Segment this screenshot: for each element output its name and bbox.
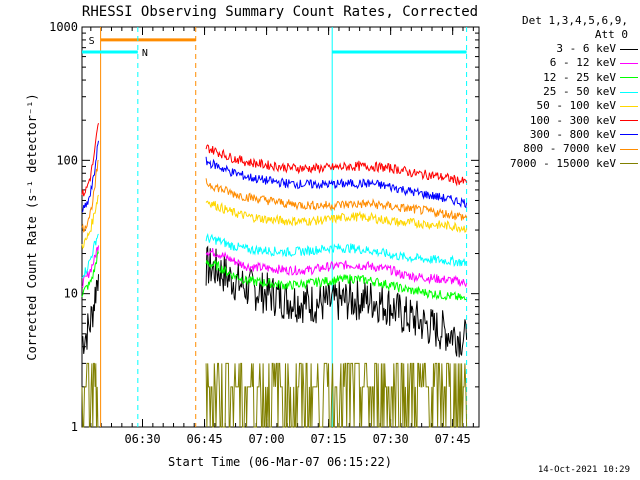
series-line-0-post [205, 245, 468, 358]
series-line-7-pre [81, 159, 99, 233]
series-line-7-post [205, 178, 468, 221]
legend-swatch [620, 148, 638, 150]
legend-swatch [620, 163, 638, 165]
series-line-0-pre [81, 274, 99, 354]
series-line-3-pre [81, 233, 99, 279]
legend-label: 7000 - 15000 keV [510, 156, 616, 170]
legend-label: 6 - 12 keV [549, 56, 616, 70]
saa-label: S [89, 36, 95, 47]
legend-item: 12 - 25 keV [478, 71, 638, 85]
legend-swatch [620, 120, 638, 122]
legend-item: 800 - 7000 keV [478, 142, 638, 156]
x-tick-label: 06:45 [186, 432, 222, 446]
legend-swatch [620, 62, 638, 64]
y-tick-label: 1000 [49, 20, 78, 34]
series-line-8-pre [81, 362, 99, 428]
legend-item: 300 - 800 keV [478, 128, 638, 142]
legend-item: 50 - 100 keV [478, 99, 638, 113]
x-tick-label: 07:15 [311, 432, 347, 446]
legend-swatch [620, 77, 638, 79]
night-label: N [142, 48, 148, 59]
legend-swatch [620, 48, 638, 50]
series-line-6-post [205, 156, 468, 209]
legend-label: 50 - 100 keV [536, 99, 616, 113]
series-line-4-post [205, 200, 468, 234]
legend-item: 3 - 6 keV [478, 42, 638, 56]
legend: Det 1,3,4,5,6,9, Att 0 3 - 6 keV 6 - 12 k… [478, 14, 638, 171]
legend-header-1: Det 1,3,4,5,6,9, [522, 14, 628, 27]
series-line-3-post [205, 233, 468, 267]
x-tick-label: 07:00 [249, 432, 285, 446]
legend-item: 7000 - 15000 keV [478, 156, 638, 170]
series-line-1-post [205, 247, 468, 288]
legend-label: 100 - 300 keV [529, 113, 616, 127]
legend-item: 25 - 50 keV [478, 85, 638, 99]
series-line-6-pre [81, 140, 99, 213]
legend-label: 800 - 7000 keV [523, 142, 616, 156]
series-line-5-post [205, 144, 468, 187]
x-tick-label: 07:30 [373, 432, 409, 446]
x-tick-label: 07:45 [435, 432, 471, 446]
legend-label: 25 - 50 keV [543, 85, 616, 99]
x-tick-label: 06:30 [124, 432, 160, 446]
legend-swatch [620, 105, 638, 107]
series-line-2-pre [81, 249, 99, 298]
series-line-2-post [205, 259, 467, 301]
legend-header-2: Att 0 [594, 28, 628, 41]
series-line-5-pre [81, 123, 99, 197]
legend-swatch [620, 134, 638, 136]
legend-item: 6 - 12 keV [478, 56, 638, 70]
legend-item: 100 - 300 keV [478, 113, 638, 127]
y-axis-label: Corrected Count Rate (s⁻¹ detector⁻¹) [25, 93, 39, 360]
series-line-8-post [205, 362, 468, 428]
series-line-4-pre [81, 194, 99, 250]
legend-label: 300 - 800 keV [529, 127, 616, 141]
y-tick-label: 1 [71, 420, 78, 434]
timestamp: 14-Oct-2021 10:29 [537, 465, 630, 475]
x-axis-label: Start Time (06-Mar-07 06:15:22) [168, 455, 392, 469]
legend-swatch [620, 91, 638, 93]
y-tick-label: 100 [56, 153, 78, 167]
legend-label: 12 - 25 keV [543, 70, 616, 84]
chart-title: RHESSI Observing Summary Count Rates, Co… [82, 4, 478, 20]
legend-label: 3 - 6 keV [556, 42, 616, 56]
y-tick-label: 10 [64, 287, 78, 301]
